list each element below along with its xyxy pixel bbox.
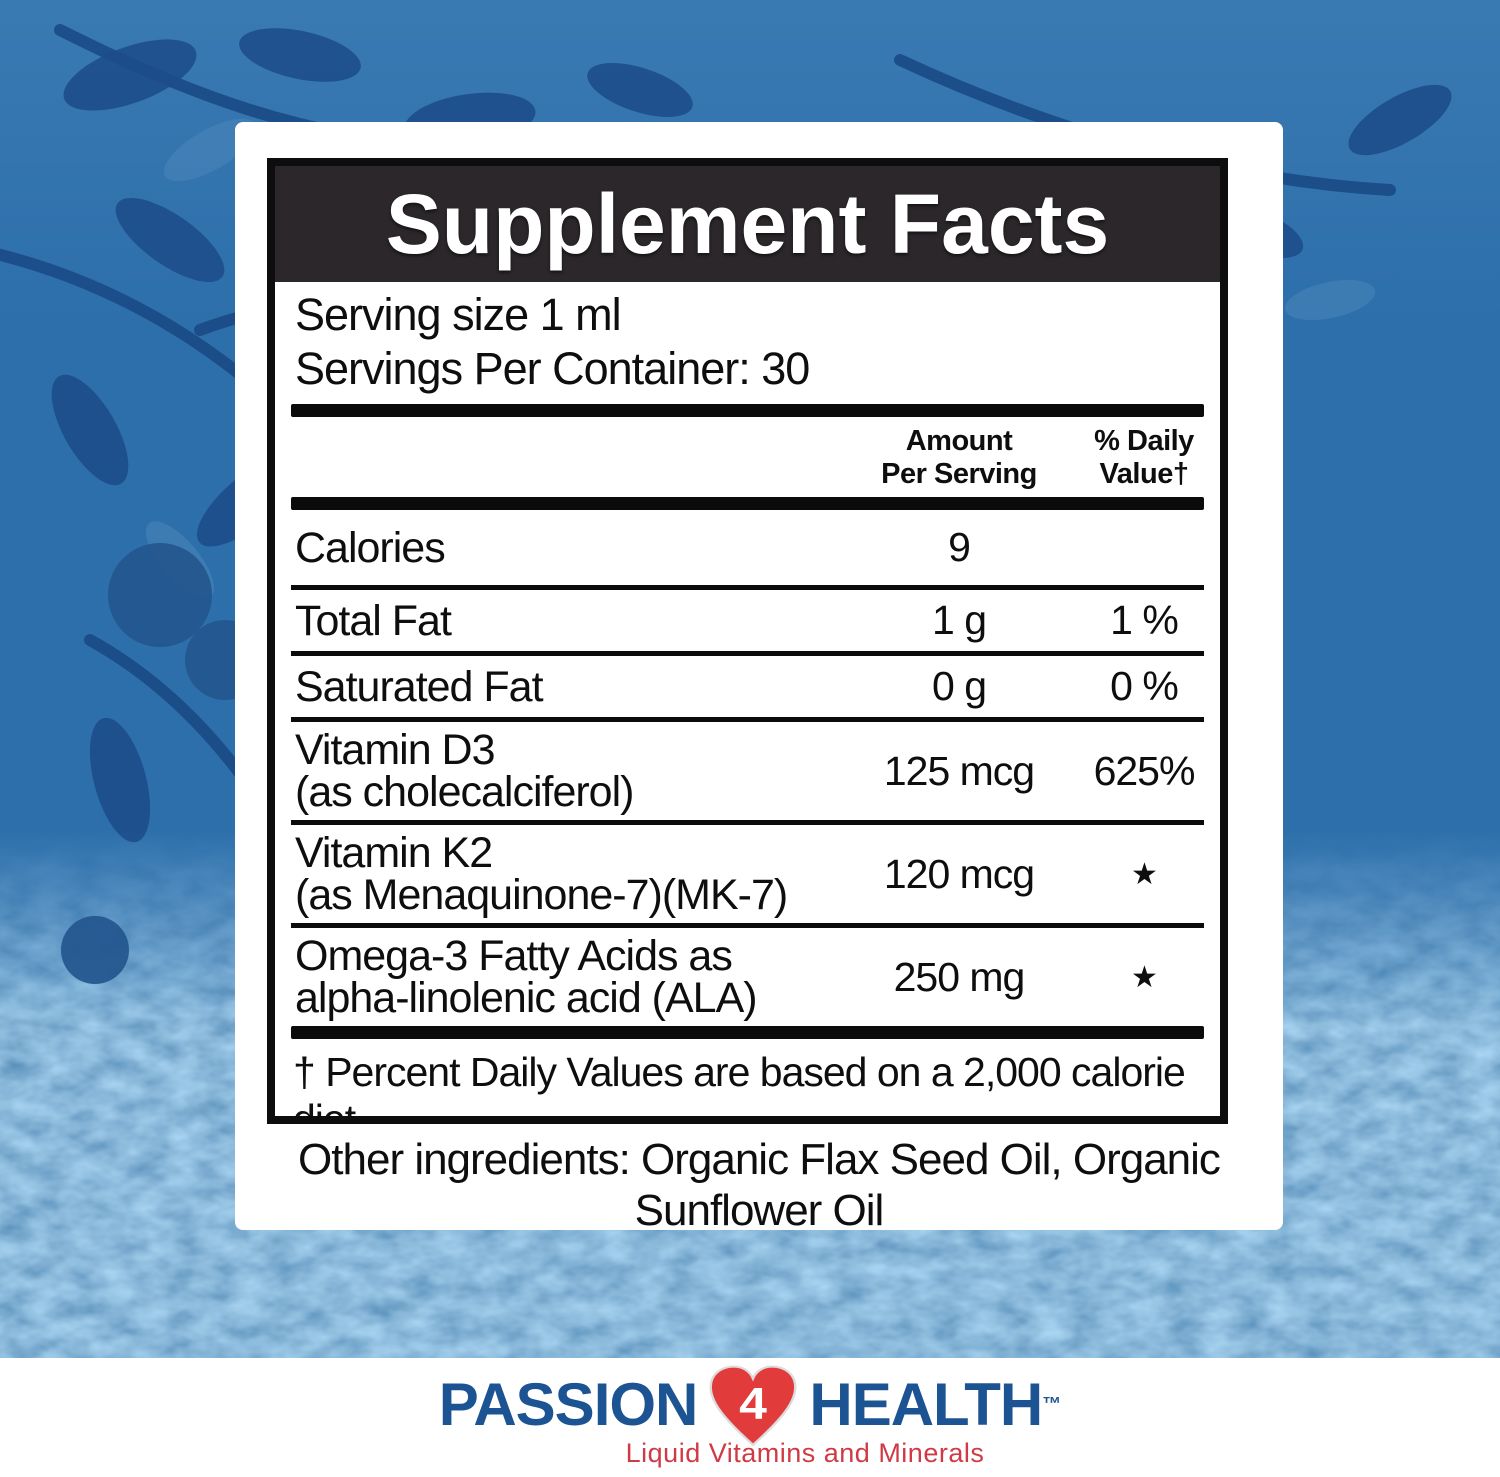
column-headers: Amount Per Serving % Daily Value† [291, 417, 1204, 497]
daily-value-column-header: % Daily Value† [1094, 425, 1194, 490]
footnotes: † Percent Daily Values are based on a 2,… [291, 1039, 1204, 1124]
serving-info: Serving size 1 ml Servings Per Container… [291, 286, 1204, 404]
supplement-facts-card: Supplement Facts Serving size 1 ml Servi… [235, 122, 1283, 1235]
thick-rule [291, 404, 1204, 417]
row-label-2: (as cholecalciferol) [295, 768, 634, 816]
row-amount: 1 g [932, 597, 987, 643]
row-divider [291, 717, 1204, 722]
row-daily-value: ★ [1131, 960, 1158, 994]
table-row-vitamin-k2: Vitamin K2 (as Menaquinone-7)(MK-7) 120 … [291, 825, 1204, 923]
table-row-total-fat: Total Fat 1 g 1 % [291, 590, 1204, 651]
table-row-omega3: Omega-3 Fatty Acids as alpha-linolenic a… [291, 928, 1204, 1026]
servings-per-container: Servings Per Container: 30 [295, 343, 810, 394]
row-amount: 120 mcg [883, 850, 1035, 897]
brand-logo: PASSION 4 HEALTH ™ [0, 1365, 1500, 1447]
row-amount: 250 mg [893, 953, 1026, 1000]
supplement-facts-box: Supplement Facts Serving size 1 ml Servi… [267, 158, 1228, 1124]
row-label: Vitamin D3 [295, 726, 496, 774]
supplement-facts-body: Serving size 1 ml Servings Per Container… [275, 282, 1220, 1124]
row-daily-value: 1 % [1110, 597, 1179, 643]
table-row-vitamin-d3: Vitamin D3 (as cholecalciferol) 125 mcg … [291, 722, 1204, 820]
footnote-daily-values: † Percent Daily Values are based on a 2,… [293, 1049, 1186, 1124]
trademark-symbol: ™ [1042, 1394, 1062, 1415]
row-label: Total Fat [295, 596, 452, 645]
row-divider [291, 585, 1204, 590]
row-label-2: (as Menaquinone-7)(MK-7) [295, 871, 788, 919]
heart-4-icon: 4 [705, 1364, 801, 1450]
supplement-facts-title: Supplement Facts [385, 176, 1110, 271]
other-ingredients-line2: Sunflower Oil [634, 1186, 885, 1235]
supplement-facts-header: Supplement Facts [275, 166, 1220, 282]
brand-word-health: HEALTH [809, 1371, 1043, 1438]
other-ingredients: Other ingredients: Organic Flax Seed Oil… [235, 1134, 1283, 1236]
row-divider [291, 820, 1204, 825]
table-row-saturated-fat: Saturated Fat 0 g 0 % [291, 656, 1204, 717]
row-label: Saturated Fat [295, 662, 544, 711]
svg-text:4: 4 [739, 1379, 767, 1429]
row-label: Vitamin K2 [295, 829, 493, 877]
thick-rule [291, 497, 1204, 510]
table-row-calories: Calories 9 [291, 510, 1204, 585]
brand-word-passion: PASSION [438, 1371, 699, 1438]
row-daily-value: 0 % [1110, 663, 1179, 709]
row-label: Omega-3 Fatty Acids as [295, 932, 733, 980]
row-amount: 0 g [932, 663, 987, 709]
row-daily-value: ★ [1131, 857, 1158, 891]
row-divider [291, 651, 1204, 656]
row-label: Calories [295, 523, 446, 572]
row-amount: 9 [948, 524, 971, 570]
other-ingredients-line1: Other ingredients: Organic Flax Seed Oil… [298, 1135, 1221, 1184]
row-label-2: alpha-linolenic acid (ALA) [295, 974, 758, 1022]
row-amount: 125 mcg [883, 747, 1035, 794]
brand-tagline: Liquid Vitamins and Minerals [625, 1438, 985, 1468]
row-divider [291, 923, 1204, 928]
brand-footer: PASSION 4 HEALTH ™ Liquid Vitamins and M… [0, 1358, 1500, 1477]
serving-size: Serving size 1 ml [295, 289, 622, 340]
thick-rule [291, 1026, 1204, 1039]
amount-column-header: Amount Per Serving [881, 425, 1037, 490]
row-daily-value: 625% [1093, 747, 1196, 794]
